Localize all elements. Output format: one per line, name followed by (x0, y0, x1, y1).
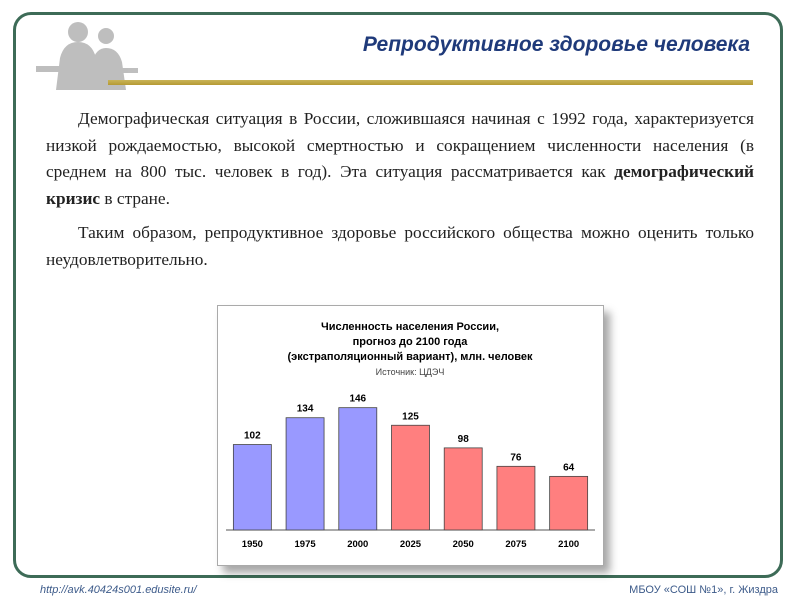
bar-2025 (391, 424, 430, 531)
tick-label-2050: 2050 (453, 539, 474, 550)
footer-url: http://avk.40424s001.edusite.ru/ (40, 584, 197, 596)
tick-label-2100: 2100 (558, 539, 579, 550)
data-label-2050: 98 (458, 434, 470, 445)
data-label-2075: 76 (510, 452, 522, 463)
paragraph-1-start: Демографическая ситуация в России, сложи… (46, 109, 754, 181)
data-label-1950: 102 (244, 431, 261, 442)
tick-label-2075: 2075 (505, 539, 527, 550)
paragraph-1-emphasis: демографический кризис (46, 162, 754, 208)
body-text: Демографическая ситуация в России, сложи… (46, 106, 754, 273)
bar-2075 (496, 465, 536, 531)
page-title: Репродуктивное здоровье человека (362, 33, 750, 56)
title-divider (108, 80, 753, 85)
data-label-2000: 146 (349, 394, 366, 405)
data-label-1975: 134 (297, 404, 314, 415)
bar-2050 (443, 447, 483, 531)
chart-title-line-2: прогноз до 2100 года (353, 336, 469, 348)
tick-label-1975: 1975 (295, 539, 317, 550)
bar-1950 (232, 444, 272, 531)
tick-label-2000: 2000 (347, 539, 368, 550)
bar-2000 (338, 407, 378, 531)
tick-label-1950: 1950 (242, 539, 263, 550)
population-chart: Численность населения России, прогноз до… (217, 305, 604, 566)
paragraph-1: Демографическая ситуация в России, сложи… (46, 106, 754, 212)
chart-title-line-3: (экстраполяционный вариант), млн. челове… (287, 351, 533, 363)
population-chart-svg: Численность населения России, прогноз до… (226, 321, 595, 550)
chart-title: Численность населения России, (321, 321, 499, 333)
data-label-2100: 64 (563, 462, 575, 473)
bar-2100 (549, 475, 589, 531)
chart-source: Источник: ЦДЭЧ (376, 367, 445, 377)
paragraph-2: Таким образом, репродуктивное здоровье р… (46, 223, 754, 269)
business-people-logo-icon (36, 22, 138, 90)
data-label-2025: 125 (402, 411, 419, 422)
bar-1975 (285, 417, 325, 531)
tick-label-2025: 2025 (400, 539, 422, 550)
paragraph-1-end: в стране. (100, 188, 170, 208)
footer-school: МБОУ «СОШ №1», г. Жиздра (629, 584, 778, 596)
